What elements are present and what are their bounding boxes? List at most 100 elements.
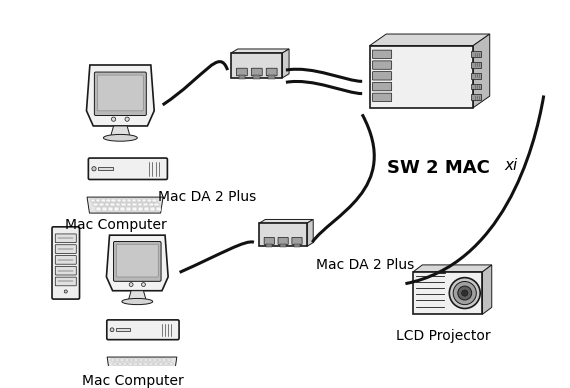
FancyBboxPatch shape (95, 72, 146, 116)
Circle shape (125, 117, 129, 121)
Circle shape (129, 282, 133, 286)
Polygon shape (259, 220, 313, 223)
Bar (266, 244, 272, 247)
FancyBboxPatch shape (88, 158, 168, 180)
Bar (239, 75, 245, 79)
Bar (152, 199, 157, 202)
Bar (142, 199, 146, 202)
FancyBboxPatch shape (116, 244, 158, 277)
Bar (133, 362, 137, 365)
FancyBboxPatch shape (97, 75, 143, 111)
Circle shape (462, 290, 468, 296)
FancyBboxPatch shape (373, 50, 392, 59)
Bar (123, 362, 128, 365)
Bar (167, 359, 171, 362)
Text: SW 2 MAC: SW 2 MAC (387, 159, 490, 177)
Bar (139, 359, 143, 362)
Bar (108, 208, 113, 211)
Bar (144, 362, 148, 365)
Bar (132, 208, 137, 211)
Bar (148, 359, 152, 362)
Bar (122, 199, 126, 202)
Bar (134, 359, 138, 362)
Bar (139, 362, 142, 365)
Text: Mac Computer: Mac Computer (65, 218, 166, 232)
Bar (268, 75, 275, 79)
Circle shape (112, 117, 116, 121)
Circle shape (110, 328, 114, 332)
Bar (143, 203, 148, 206)
Polygon shape (413, 265, 492, 272)
Ellipse shape (122, 298, 153, 305)
Bar (154, 203, 159, 206)
Bar (137, 367, 142, 369)
Bar (160, 367, 164, 369)
Bar (147, 199, 152, 202)
Bar (143, 367, 148, 369)
Bar (158, 362, 163, 365)
Bar (413, 272, 482, 314)
Bar (98, 167, 113, 170)
Bar (471, 94, 481, 100)
Bar (110, 203, 115, 206)
Bar (370, 46, 473, 108)
Bar (96, 199, 100, 202)
Bar (149, 362, 153, 365)
FancyBboxPatch shape (107, 320, 179, 340)
Text: Mac DA 2 Plus: Mac DA 2 Plus (158, 190, 256, 204)
Bar (132, 203, 137, 206)
Bar (127, 203, 131, 206)
Bar (154, 367, 159, 369)
FancyBboxPatch shape (373, 93, 392, 102)
FancyBboxPatch shape (55, 266, 76, 275)
FancyBboxPatch shape (264, 237, 274, 244)
Bar (138, 203, 142, 206)
Bar (116, 203, 120, 206)
Bar (162, 359, 166, 362)
Bar (111, 359, 115, 362)
Ellipse shape (103, 134, 137, 141)
Bar (144, 359, 148, 362)
Polygon shape (107, 357, 177, 372)
Bar (115, 367, 120, 369)
Polygon shape (110, 126, 131, 138)
Circle shape (92, 167, 96, 171)
Text: LCD Projector: LCD Projector (396, 329, 490, 343)
Bar (153, 359, 157, 362)
Bar (259, 223, 307, 246)
Bar (148, 367, 153, 369)
Bar (121, 367, 125, 369)
Circle shape (453, 281, 477, 305)
Polygon shape (370, 34, 490, 46)
Bar (150, 208, 156, 211)
Bar (93, 203, 98, 206)
Bar (121, 203, 126, 206)
Bar (158, 359, 162, 362)
Circle shape (458, 286, 472, 300)
Bar (132, 367, 137, 369)
Bar (116, 359, 120, 362)
FancyBboxPatch shape (373, 61, 392, 69)
Bar (132, 199, 136, 202)
Polygon shape (87, 197, 163, 213)
Bar (294, 244, 300, 247)
Polygon shape (283, 49, 289, 78)
Polygon shape (87, 65, 154, 126)
FancyBboxPatch shape (237, 68, 247, 76)
Text: Mac Computer: Mac Computer (82, 374, 184, 388)
Bar (170, 367, 176, 369)
Bar (471, 51, 481, 57)
Bar (125, 359, 129, 362)
Polygon shape (107, 235, 168, 291)
Polygon shape (473, 34, 490, 108)
FancyBboxPatch shape (52, 227, 80, 299)
Polygon shape (231, 49, 289, 53)
Bar (144, 208, 149, 211)
Circle shape (449, 278, 480, 308)
Circle shape (141, 282, 145, 286)
Bar (137, 199, 141, 202)
Bar (165, 367, 170, 369)
Bar (120, 359, 124, 362)
Bar (117, 199, 121, 202)
Bar (112, 199, 116, 202)
